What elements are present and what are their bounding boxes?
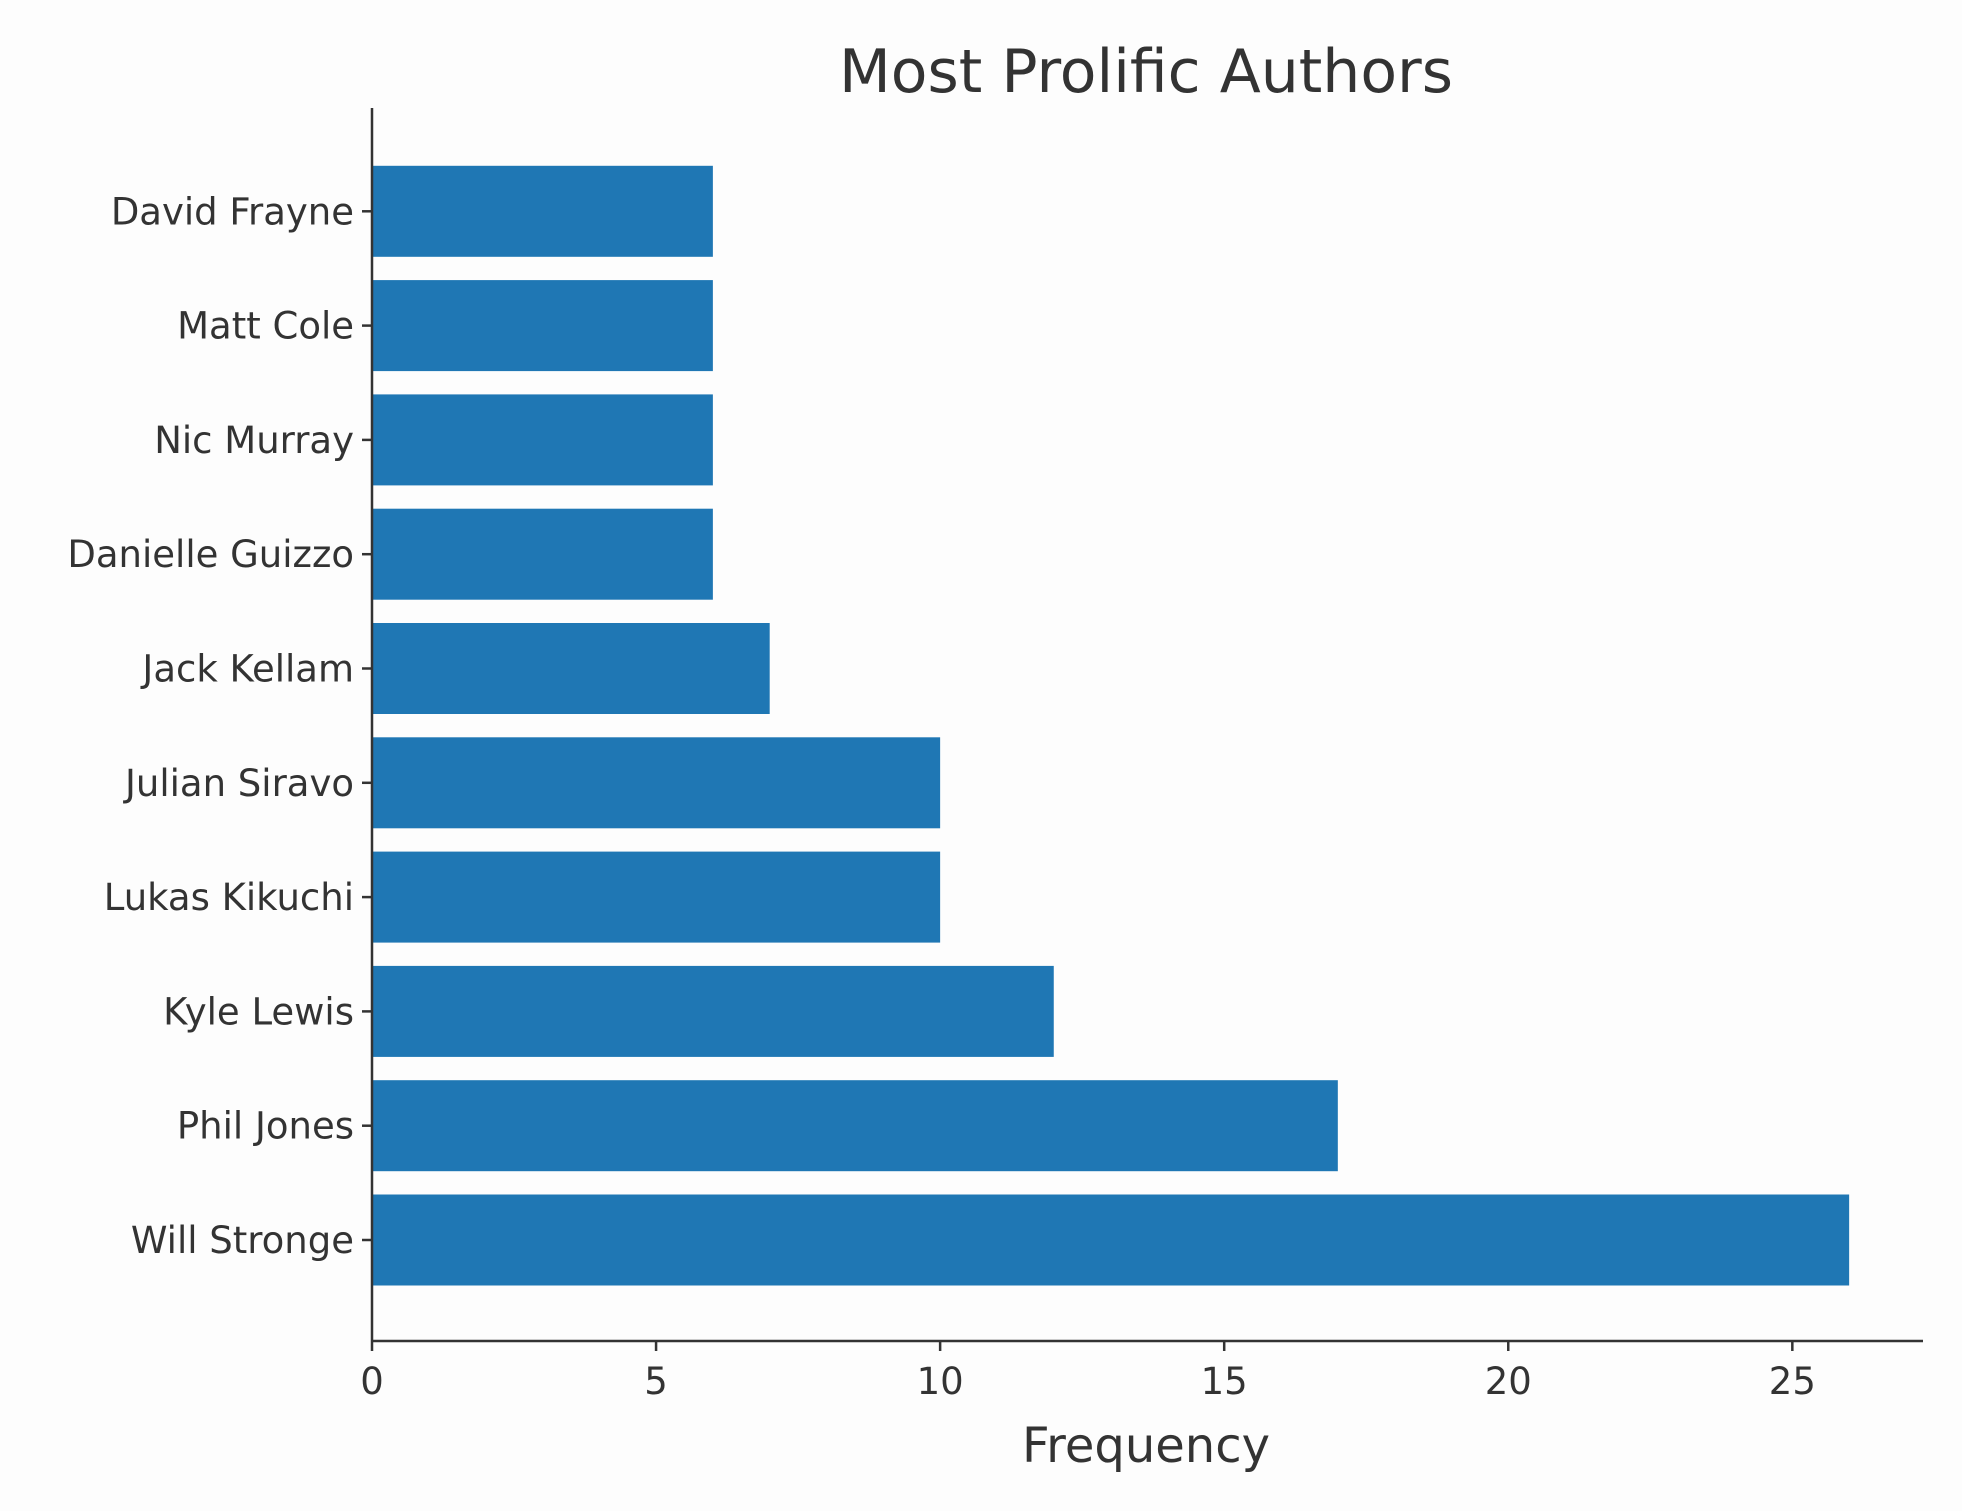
x-tick-label: 5 [644, 1360, 668, 1403]
y-tick-label: David Frayne [111, 190, 354, 233]
y-tick-label: Jack Kellam [140, 648, 354, 691]
y-tick-label: Kyle Lewis [163, 990, 354, 1033]
bar [372, 508, 713, 600]
y-tick-label: Matt Cole [177, 305, 354, 348]
x-tick-label: 15 [1201, 1360, 1248, 1403]
y-axis-ticks: Will Stronge Phil Jones Kyle Lewis Lukas Ki… [67, 190, 372, 1262]
y-tick-label: Will Stronge [131, 1219, 354, 1262]
y-tick-label: Julian Siravo [123, 762, 354, 805]
x-tick-label: 25 [1769, 1360, 1816, 1403]
bar [372, 280, 713, 372]
bar [372, 737, 941, 829]
x-axis-label: Frequency [1022, 1418, 1270, 1474]
bar [372, 1194, 1850, 1286]
x-tick-label: 0 [360, 1360, 384, 1403]
y-tick-label: Phil Jones [177, 1105, 354, 1148]
chart-title: Most Prolific Authors [839, 37, 1453, 107]
bar [372, 851, 941, 943]
bar [372, 165, 713, 257]
x-tick-label: 10 [917, 1360, 964, 1403]
bar [372, 1080, 1338, 1172]
x-tick-label: 20 [1485, 1360, 1532, 1403]
x-axis-ticks: 0 5 10 15 20 25 [360, 1341, 1816, 1403]
bar [372, 623, 770, 714]
bar [372, 394, 713, 486]
y-tick-label: Danielle Guizzo [67, 533, 354, 576]
bar [372, 965, 1054, 1057]
bars-group [372, 165, 1850, 1286]
y-tick-label: Nic Murray [154, 419, 354, 462]
y-tick-label: Lukas Kikuchi [104, 876, 354, 919]
